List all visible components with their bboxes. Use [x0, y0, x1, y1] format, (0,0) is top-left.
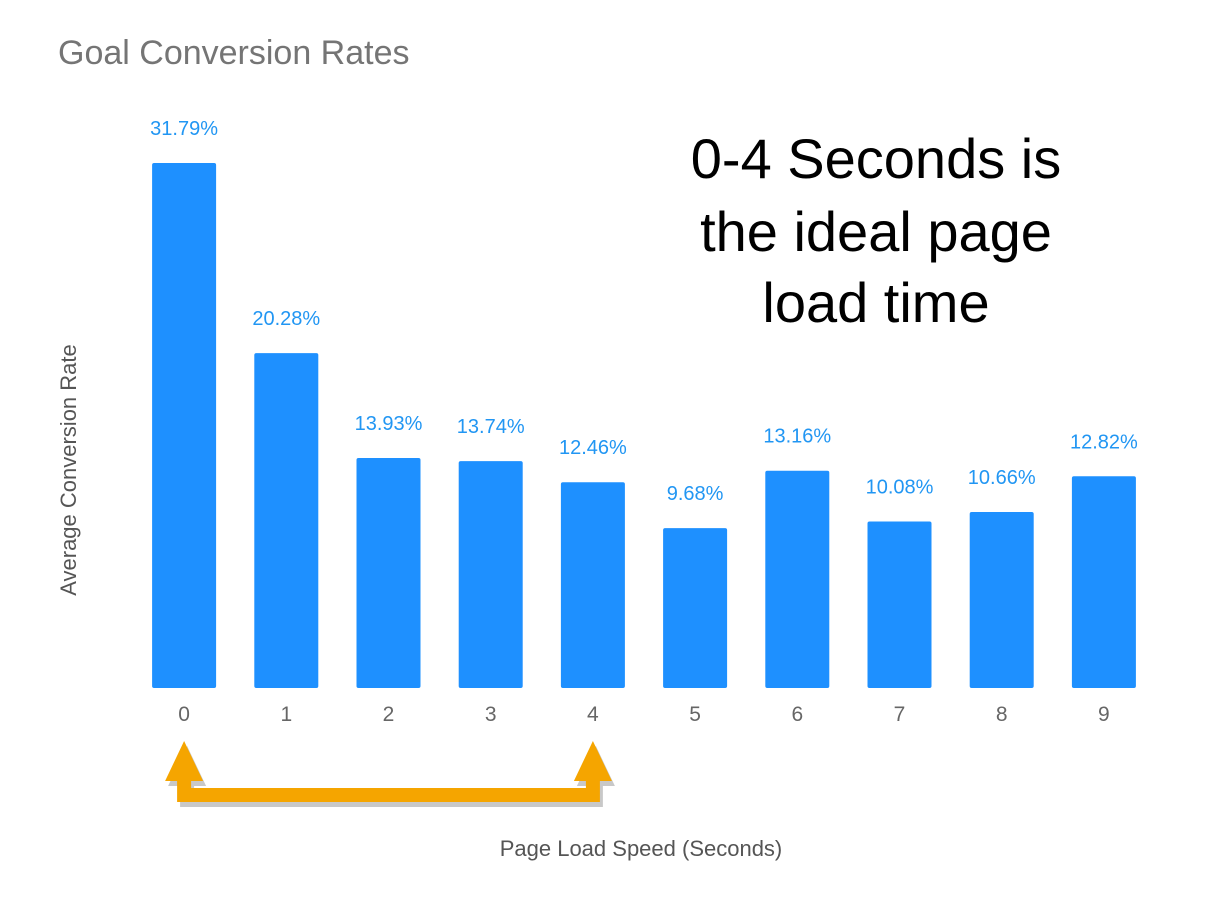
data-label-7: 10.08% [866, 477, 934, 499]
x-tick-label-7: 7 [894, 703, 906, 726]
x-tick-label-1: 1 [280, 703, 292, 726]
data-label-9: 12.82% [1070, 431, 1138, 453]
data-label-8: 10.66% [968, 467, 1036, 489]
bar-9 [1071, 476, 1136, 688]
x-tick-label-4: 4 [587, 703, 599, 726]
data-label-4: 12.46% [559, 437, 627, 459]
bar-0 [152, 163, 217, 688]
x-tick-label-9: 9 [1098, 703, 1110, 726]
bar-1 [254, 353, 319, 688]
bars-group [152, 163, 1136, 688]
x-tick-label-6: 6 [791, 703, 803, 726]
bar-8 [969, 512, 1034, 688]
bar-5 [663, 528, 728, 688]
data-label-1: 20.28% [252, 308, 320, 330]
bar-4 [560, 482, 625, 688]
data-label-0: 31.79% [150, 118, 218, 140]
x-tick-labels-group: 0 1 2 3 4 5 6 7 8 9 [178, 703, 1109, 726]
bar-7 [867, 521, 932, 688]
bar-6 [765, 470, 830, 688]
x-tick-label-2: 2 [383, 703, 395, 726]
x-tick-label-3: 3 [485, 703, 497, 726]
annotation-line-3: load time [762, 271, 989, 334]
data-label-6: 13.16% [763, 426, 831, 448]
bar-3 [458, 461, 523, 688]
chart-title: Goal Conversion Rates [58, 34, 410, 72]
bracket-arrow-0-to-4 [165, 741, 615, 807]
data-labels-group: 31.79% 20.28% 13.93% 13.74% 12.46% 9.68% 13.16… [150, 118, 1138, 505]
data-label-2: 13.93% [355, 413, 423, 435]
x-axis-label: Page Load Speed (Seconds) [500, 836, 783, 861]
annotation-note: 0-4 Seconds is the ideal page load time [691, 127, 1061, 334]
annotation-line-1: 0-4 Seconds is [691, 127, 1061, 190]
y-axis-label: Average Conversion Rate [56, 344, 81, 596]
data-label-5: 9.68% [667, 483, 724, 505]
data-label-3: 13.74% [457, 416, 525, 438]
annotation-line-2: the ideal page [700, 200, 1052, 263]
x-tick-label-8: 8 [996, 703, 1008, 726]
bracket-arrow-shape [165, 741, 612, 802]
x-tick-label-5: 5 [689, 703, 701, 726]
x-tick-label-0: 0 [178, 703, 190, 726]
bar-2 [356, 458, 421, 688]
